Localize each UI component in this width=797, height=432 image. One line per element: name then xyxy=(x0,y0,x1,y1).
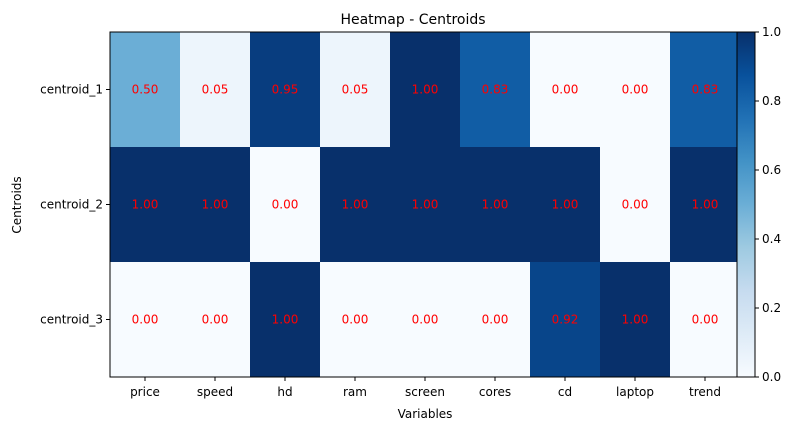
heatmap-cell xyxy=(320,262,391,378)
heatmap-cell xyxy=(390,32,461,148)
cell-value-label: 0.05 xyxy=(342,83,369,97)
cell-value-label: 1.00 xyxy=(692,198,719,212)
cell-value-label: 0.50 xyxy=(132,83,159,97)
cell-value-label: 0.00 xyxy=(412,313,439,327)
cell-value-label: 0.00 xyxy=(272,198,299,212)
cell-value-label: 0.00 xyxy=(692,313,719,327)
heatmap-cell xyxy=(530,147,601,263)
y-tick-label: centroid_3 xyxy=(40,313,103,327)
y-tick-label: centroid_1 xyxy=(40,83,103,97)
cell-value-label: 0.00 xyxy=(622,198,649,212)
colorbar-ticks: 0.0 0.2 0.4 0.6 0.8 1.0 xyxy=(755,25,781,384)
cell-value-label: 0.95 xyxy=(272,83,299,97)
colorbar xyxy=(736,31,756,378)
heatmap-cell xyxy=(670,147,741,263)
cell-value-label: 1.00 xyxy=(482,198,509,212)
heatmap-cell xyxy=(250,262,321,378)
cell-value-label: 0.00 xyxy=(482,313,509,327)
cell-value-label: 0.00 xyxy=(622,83,649,97)
x-tick-label: hd xyxy=(277,385,292,399)
heatmap-cells xyxy=(110,32,741,378)
heatmap-cell xyxy=(110,262,181,378)
cell-value-label: 1.00 xyxy=(272,313,299,327)
cell-value-label: 0.00 xyxy=(552,83,579,97)
x-axis-label: Variables xyxy=(398,407,453,421)
colorbar-tick-label: 0.6 xyxy=(762,163,781,177)
x-tick-label: screen xyxy=(405,385,445,399)
x-tick-label: speed xyxy=(197,385,233,399)
cell-value-label: 0.00 xyxy=(202,313,229,327)
cell-value-label: 1.00 xyxy=(412,198,439,212)
heatmap-cell xyxy=(250,32,321,148)
heatmap-cell xyxy=(180,32,251,148)
x-tick-label: cd xyxy=(558,385,572,399)
heatmap-cell xyxy=(460,262,531,378)
cell-value-label: 1.00 xyxy=(622,313,649,327)
cell-value-label: 0.00 xyxy=(132,313,159,327)
heatmap-cell xyxy=(670,262,741,378)
heatmap-cell xyxy=(670,32,741,148)
heatmap-cell xyxy=(320,32,391,148)
colorbar-tick-label: 1.0 xyxy=(762,25,781,39)
x-axis-ticks: price speed hd ram screen cores cd laptop trend xyxy=(130,377,721,399)
x-tick-label: laptop xyxy=(616,385,654,399)
heatmap-cell xyxy=(390,262,461,378)
cell-value-label: 1.00 xyxy=(412,83,439,97)
heatmap-cell xyxy=(250,147,321,263)
heatmap-cell xyxy=(530,32,601,148)
cell-value-label: 0.92 xyxy=(552,313,579,327)
x-tick-label: trend xyxy=(689,385,721,399)
y-tick-label: centroid_2 xyxy=(40,198,103,212)
cell-value-label: 1.00 xyxy=(202,198,229,212)
cell-value-label: 1.00 xyxy=(132,198,159,212)
colorbar-tick-label: 0.8 xyxy=(762,94,781,108)
x-tick-label: price xyxy=(130,385,160,399)
cell-value-label: 0.83 xyxy=(482,83,509,97)
x-tick-label: cores xyxy=(479,385,511,399)
colorbar-tick-label: 0.0 xyxy=(762,370,781,384)
heatmap-cell xyxy=(110,147,181,263)
colorbar-tick-label: 0.2 xyxy=(762,301,781,315)
heatmap-cell xyxy=(460,32,531,148)
heatmap-cell xyxy=(600,147,671,263)
x-tick-label: ram xyxy=(343,385,367,399)
heatmap-cell-labels: 0.50 0.05 0.95 0.05 1.00 0.83 0.00 0.00 0.83 1.00… xyxy=(132,83,719,327)
heatmap-cell xyxy=(530,262,601,378)
cell-value-label: 0.00 xyxy=(342,313,369,327)
y-axis-ticks: centroid_1 centroid_2 centroid_3 xyxy=(40,83,110,327)
cell-value-label: 0.83 xyxy=(692,83,719,97)
heatmap-cell xyxy=(600,32,671,148)
cell-value-label: 1.00 xyxy=(552,198,579,212)
cell-value-label: 1.00 xyxy=(342,198,369,212)
heatmap-cell xyxy=(180,147,251,263)
heatmap-cell xyxy=(180,262,251,378)
y-axis-label: Centroids xyxy=(10,176,24,233)
heatmap-cell xyxy=(460,147,531,263)
heatmap-cell xyxy=(600,262,671,378)
chart-title: Heatmap - Centroids xyxy=(340,12,485,28)
heatmap-cell xyxy=(320,147,391,263)
cell-value-label: 0.05 xyxy=(202,83,229,97)
heatmap-cell xyxy=(390,147,461,263)
heatmap-cell xyxy=(110,32,181,148)
colorbar-tick-label: 0.4 xyxy=(762,232,781,246)
